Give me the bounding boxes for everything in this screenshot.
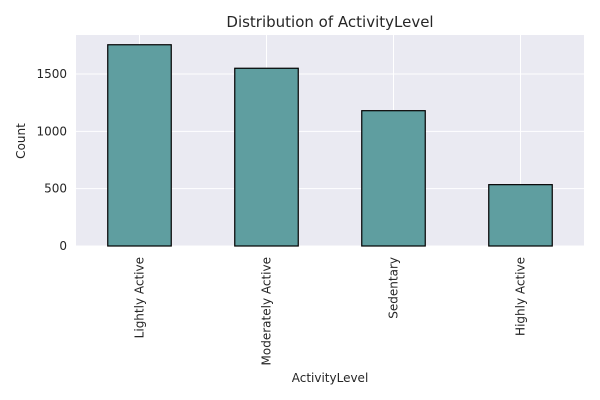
y-axis-ticks: 0 500 1000 1500 xyxy=(36,67,67,253)
y-tick-label: 1500 xyxy=(36,67,67,81)
y-tick-label: 0 xyxy=(59,239,67,253)
y-axis-label: Count xyxy=(14,123,28,159)
x-tick-label: Moderately Active xyxy=(260,257,274,365)
bar-moderately-active xyxy=(234,67,299,247)
bar-lightly-active xyxy=(107,44,172,247)
x-tick-label: Lightly Active xyxy=(133,257,147,338)
x-tick-label: Highly Active xyxy=(514,257,528,336)
bar-sedentary xyxy=(361,110,426,247)
x-tick-label: Sedentary xyxy=(387,257,401,319)
chart-title: Distribution of ActivityLevel xyxy=(226,13,433,31)
x-axis-label: ActivityLevel xyxy=(292,371,369,385)
y-tick-label: 1000 xyxy=(36,124,67,138)
bar-highly-active xyxy=(488,184,553,247)
bars-group xyxy=(107,44,553,247)
x-axis-ticks: Lightly Active Moderately Active Sedentary… xyxy=(133,257,528,365)
y-tick-label: 500 xyxy=(44,182,67,196)
